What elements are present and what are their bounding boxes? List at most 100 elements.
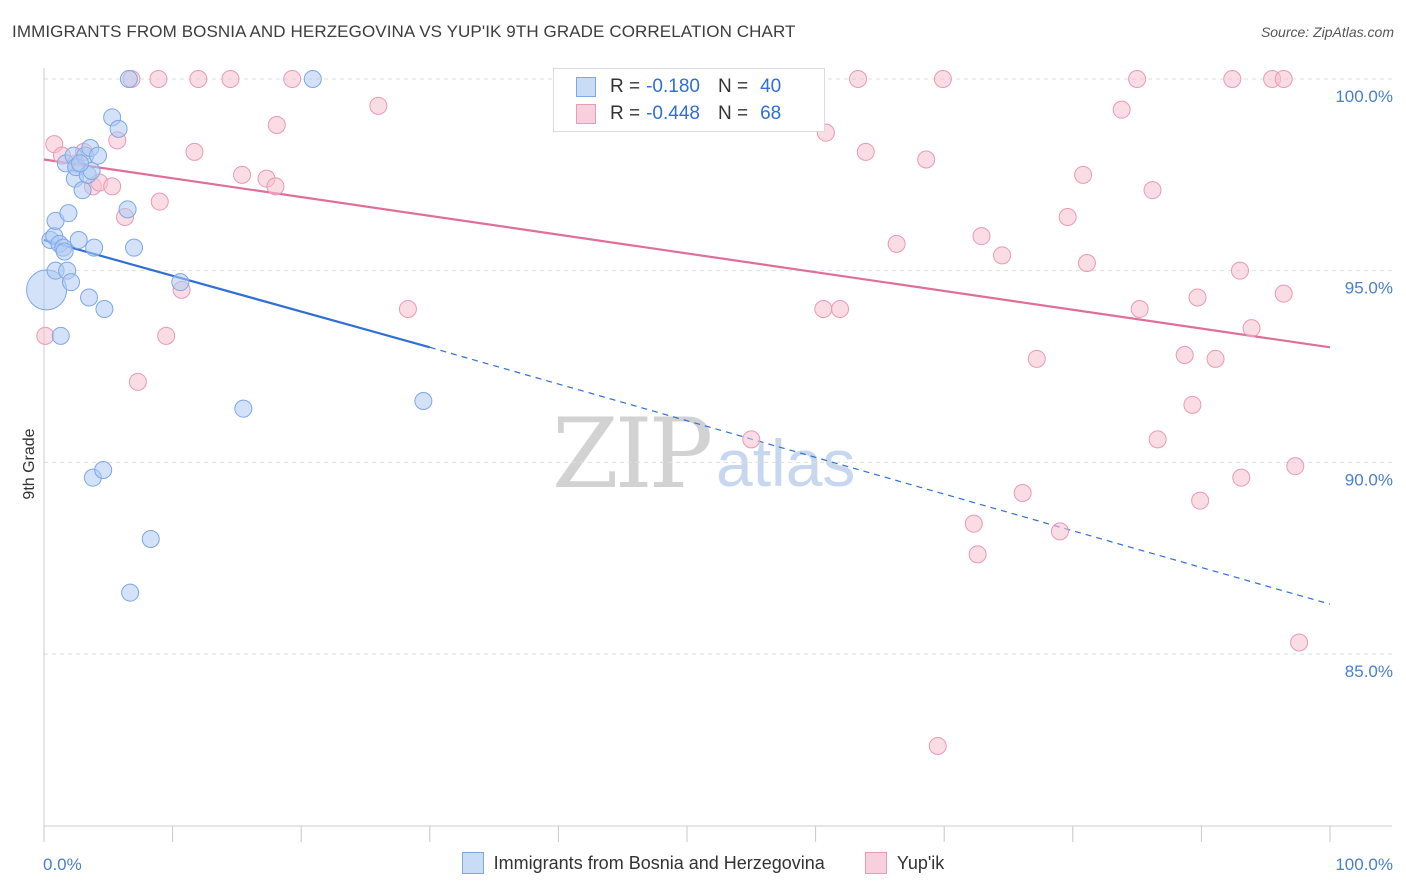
yupik-point [928, 737, 947, 755]
blue-swatch [461, 852, 484, 874]
blue-swatch [576, 77, 596, 97]
bosnia-point [141, 530, 160, 548]
bosnia-point [55, 242, 74, 261]
yupik-point [887, 234, 906, 253]
yupik-point [1206, 349, 1225, 368]
yupik-point [1074, 165, 1093, 184]
yupik-point [972, 227, 991, 246]
yupik-point [103, 177, 122, 196]
chart-title: IMMIGRANTS FROM BOSNIA AND HERZEGOVINA V… [12, 22, 796, 41]
yupik-point [814, 300, 833, 318]
yupik-point [189, 70, 208, 88]
data-points [26, 70, 1309, 755]
watermark-zip: ZIP [552, 398, 713, 510]
yupik-point [1191, 491, 1210, 510]
x-tick-label: 100.0% [1335, 855, 1393, 874]
yupik-point [1274, 70, 1293, 88]
yupik-point [185, 142, 204, 161]
yupik-point [742, 430, 761, 449]
bosnia-point [303, 70, 322, 88]
bosnia-point [119, 70, 138, 88]
yupik-point [1027, 349, 1046, 368]
yupik-point [267, 116, 286, 134]
trend-lines [43, 158, 1331, 605]
yupik-point [398, 300, 417, 318]
yupik-point [1242, 319, 1261, 338]
y-tick-label: 85.0% [1345, 662, 1393, 681]
bosnia-trend-extension [429, 346, 1331, 605]
yupik-point [128, 372, 147, 391]
bosnia-point [121, 583, 140, 602]
yupik-point [1148, 430, 1167, 449]
y-axis-label: 9th Grade [21, 428, 38, 499]
yupik-point [1175, 346, 1194, 364]
yupik-point [157, 326, 176, 345]
yupik-point [1143, 181, 1162, 200]
bosnia-point [69, 231, 88, 249]
legend-row-yupik: R = -0.448 N = 68 [576, 101, 781, 127]
bosnia-trend-line [43, 238, 431, 349]
legend-n-label: N = [717, 76, 749, 97]
yupik-point [1077, 254, 1096, 272]
bosnia-point [234, 399, 253, 418]
yupik-point [917, 150, 936, 169]
yupik-point [1050, 522, 1069, 541]
yupik-point [831, 300, 850, 318]
yupik-point [1058, 208, 1077, 226]
bosnia-point [71, 154, 90, 173]
bosnia-point [59, 204, 78, 223]
bosnia-point [125, 238, 144, 257]
yupik-point [221, 70, 240, 88]
yupik-point [964, 514, 983, 533]
y-tick-label: 90.0% [1345, 470, 1393, 489]
legend-r-value: -0.448 [646, 103, 700, 124]
bosnia-point [85, 238, 104, 257]
legend-item-bosnia: Immigrants from Bosnia and Herzegovina [461, 852, 825, 874]
yupik-point [993, 246, 1012, 265]
yupik-point [36, 326, 55, 345]
yupik-point [1286, 457, 1305, 476]
bosnia-point [94, 461, 113, 479]
pink-swatch [864, 852, 887, 874]
bosnia-point [414, 392, 433, 410]
yupik-point [1130, 300, 1149, 318]
series-legend: Immigrants from Bosnia and Herzegovina Y… [0, 852, 1406, 874]
bosnia-point [109, 119, 128, 138]
legend-n-label: N = [717, 103, 749, 124]
watermark-atlas: atlas [716, 426, 856, 500]
bosnia-point [80, 288, 99, 307]
yupik-point [1223, 70, 1242, 88]
yupik-point [233, 165, 252, 184]
yupik-point [266, 177, 285, 196]
bosnia-point [118, 200, 137, 219]
yupik-point [150, 192, 169, 211]
yupik-point [369, 96, 388, 115]
legend-label: Yup'ik [896, 852, 945, 873]
yupik-point [1128, 70, 1147, 88]
x-tick-label: 0.0% [43, 855, 82, 874]
gridlines [44, 78, 1392, 655]
stats-legend: R = -0.180 N = 40 R = -0.448 N = 68 [553, 68, 825, 132]
yupik-point [149, 70, 168, 88]
yupik-point [1112, 100, 1131, 119]
bosnia-point [171, 273, 190, 292]
yupik-point [856, 142, 875, 161]
yupik-point [1232, 468, 1251, 487]
yupik-point [1290, 633, 1309, 652]
yupik-point [1183, 395, 1202, 414]
yupik-point [849, 70, 868, 88]
yupik-point [933, 70, 952, 88]
source-label: Source: ZipAtlas.com [1260, 24, 1394, 40]
legend-label: Immigrants from Bosnia and Herzegovina [493, 852, 825, 873]
pink-swatch [576, 104, 596, 124]
yupik-point [1013, 484, 1032, 502]
bosnia-point [95, 300, 114, 318]
legend-row-bosnia: R = -0.180 N = 40 [576, 74, 781, 100]
bosnia-point [51, 326, 70, 345]
legend-r-label: R = [610, 76, 641, 97]
axes [43, 68, 1392, 842]
legend-n-value: 68 [760, 103, 782, 124]
legend-n-value: 40 [760, 76, 782, 97]
legend-r-label: R = [610, 103, 641, 124]
